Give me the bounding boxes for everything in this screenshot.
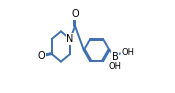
Text: OH: OH [108,62,121,71]
Text: N: N [66,34,74,44]
Text: O: O [37,51,45,61]
Text: O: O [71,9,79,19]
Text: B: B [112,52,118,62]
Text: OH: OH [122,48,135,57]
